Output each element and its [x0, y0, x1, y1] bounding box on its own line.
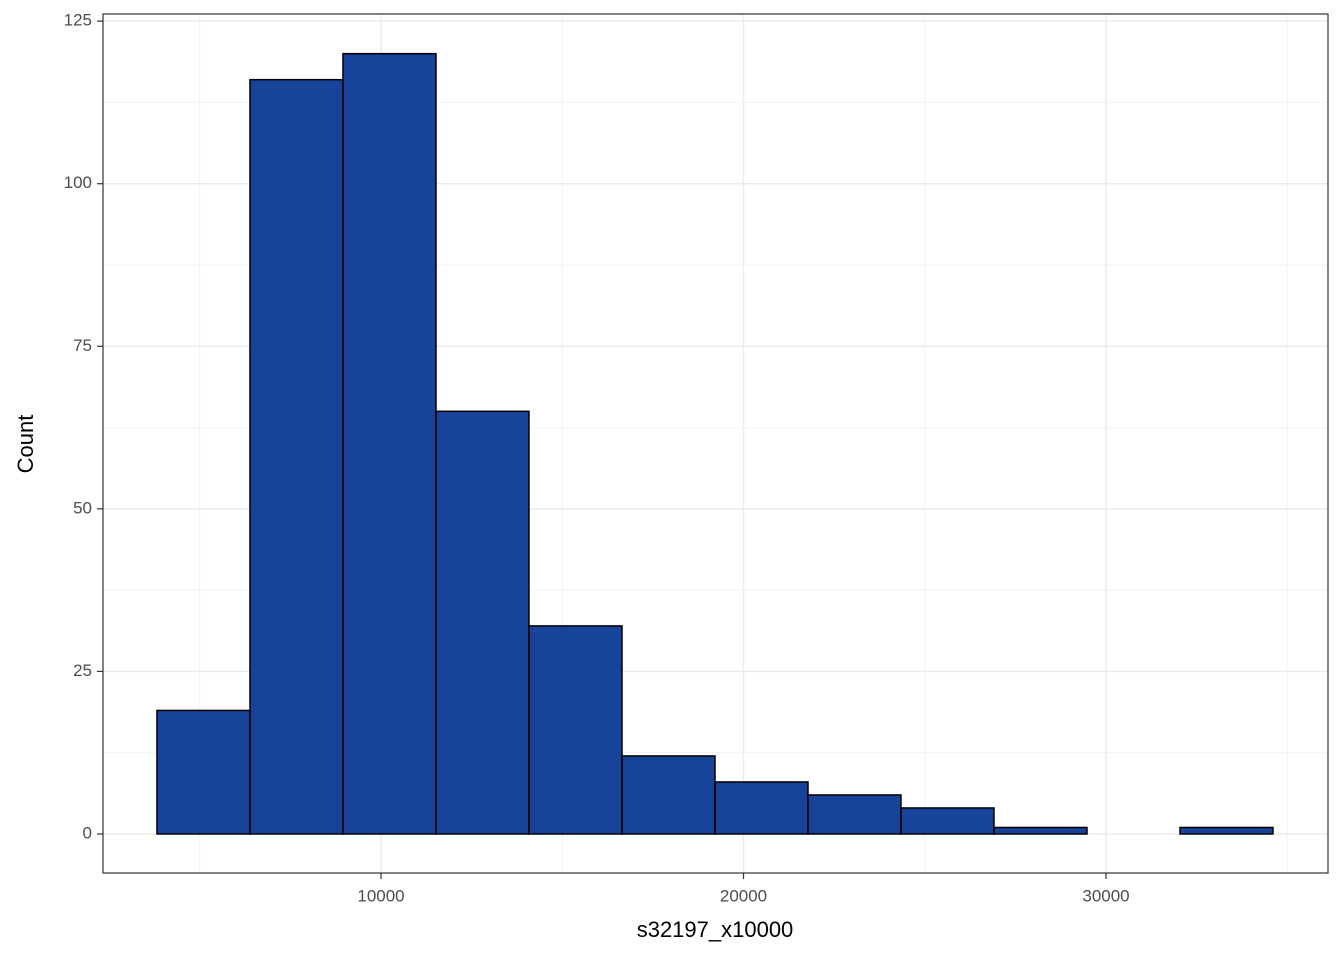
y-tick-label: 125	[64, 11, 92, 30]
bar	[621, 755, 716, 835]
y-tick-label: 75	[73, 336, 92, 355]
bar	[342, 52, 437, 835]
bar	[993, 826, 1088, 835]
x-tick-label: 30000	[1082, 886, 1129, 905]
bar	[900, 807, 995, 835]
x-tick-label: 20000	[720, 886, 767, 905]
x-tick-label: 10000	[357, 886, 404, 905]
y-tick-label: 100	[64, 173, 92, 192]
x-axis-title: s32197_x10000	[637, 917, 794, 942]
bar	[807, 794, 902, 835]
y-tick-label: 25	[73, 661, 92, 680]
bar	[156, 709, 251, 835]
bar	[528, 625, 623, 835]
bar	[435, 410, 530, 835]
y-tick-label: 50	[73, 498, 92, 517]
y-axis-title: Count	[13, 415, 38, 474]
panel-border	[102, 13, 1329, 874]
bar	[714, 781, 809, 835]
bar	[1179, 826, 1274, 835]
y-tick-label: 0	[83, 823, 92, 842]
bar	[249, 78, 344, 835]
